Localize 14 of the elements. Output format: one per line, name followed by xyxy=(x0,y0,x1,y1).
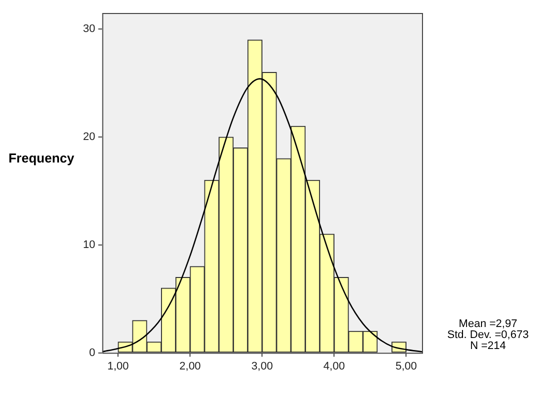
y-tick-label: 30 xyxy=(82,23,96,36)
y-axis-title: Frequency xyxy=(8,150,75,166)
text: N =214 xyxy=(470,340,506,352)
x-tick-label: 2,00 xyxy=(179,360,201,372)
y-tick-label: 20 xyxy=(82,131,96,144)
text: Mean =2,97 xyxy=(458,318,518,330)
y-tick-label: 0 xyxy=(89,346,96,359)
y-tick-label: 10 xyxy=(82,238,96,251)
x-tick-label: 1,00 xyxy=(107,360,129,372)
line-series xyxy=(102,78,422,352)
text: Std. Dev. =0,673 xyxy=(447,328,529,341)
x-tick-label: 3,00 xyxy=(251,360,273,372)
x-tick-label: 4,00 xyxy=(323,360,345,372)
x-tick-label: 5,00 xyxy=(395,360,417,372)
